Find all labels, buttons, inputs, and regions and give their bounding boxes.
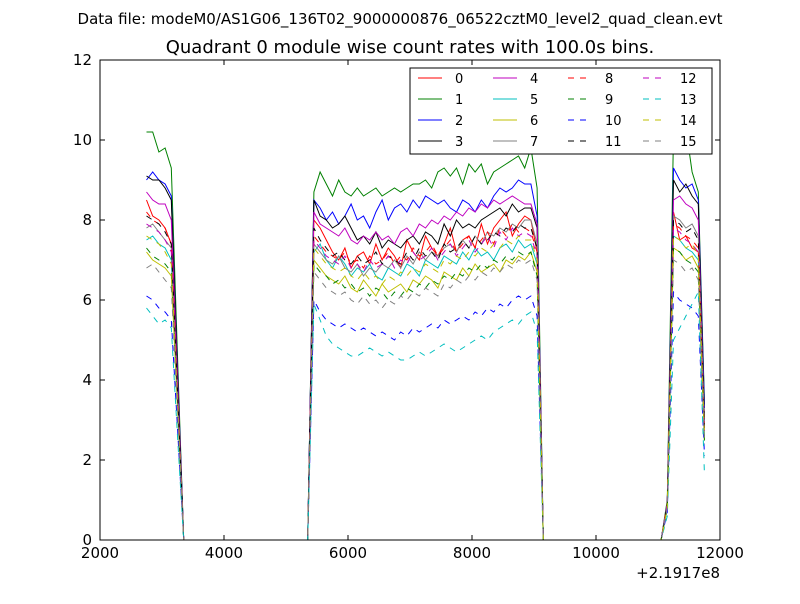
series-line-10: [146, 290, 705, 541]
legend-label-9: 9: [605, 93, 613, 108]
y-tick-label: 0: [82, 531, 92, 549]
series-line-15: [146, 259, 705, 541]
x-tick-label: 12000: [696, 544, 744, 562]
legend-label-6: 6: [530, 114, 538, 129]
legend-label-8: 8: [605, 72, 613, 87]
x-tick-label: 10000: [572, 544, 620, 562]
series-layer: [146, 127, 705, 541]
legend-label-2: 2: [455, 114, 463, 129]
legend-label-15: 15: [680, 135, 697, 150]
legend-label-0: 0: [455, 72, 463, 87]
legend-label-14: 14: [680, 114, 697, 129]
legend-label-13: 13: [680, 93, 697, 108]
legend-label-12: 12: [680, 72, 697, 87]
y-tick-label: 6: [82, 291, 92, 309]
legend-label-11: 11: [605, 135, 622, 150]
legend-label-4: 4: [530, 72, 538, 87]
y-tick-label: 8: [82, 211, 92, 229]
series-line-5: [146, 235, 705, 541]
y-tick-label: 4: [82, 371, 92, 389]
series-line-4: [146, 191, 705, 541]
legend-label-1: 1: [455, 93, 463, 108]
series-line-14: [146, 235, 705, 541]
y-tick-label: 10: [73, 131, 92, 149]
figure-suptitle: Data file: modeM0/AS1G06_136T02_90000008…: [78, 10, 723, 29]
series-line-6: [146, 247, 705, 541]
series-line-12: [146, 223, 705, 541]
legend-label-5: 5: [530, 93, 538, 108]
x-tick-label: 8000: [453, 544, 491, 562]
series-line-3: [146, 175, 705, 541]
y-tick-label: 12: [73, 51, 92, 69]
y-tick-label: 2: [82, 451, 92, 469]
x-tick-label: 6000: [329, 544, 367, 562]
x-tick-label: 2000: [81, 544, 119, 562]
chart-title: Quadrant 0 module wise count rates with …: [166, 37, 655, 58]
series-line-13: [146, 290, 705, 541]
legend-label-10: 10: [605, 114, 622, 129]
series-line-1: [146, 127, 705, 541]
legend-label-7: 7: [530, 135, 538, 150]
legend-label-3: 3: [455, 135, 463, 150]
series-line-0: [146, 199, 705, 541]
x-axis-offset-label: +2.1917e8: [636, 564, 720, 582]
series-line-2: [146, 167, 705, 541]
series-line-11: [146, 215, 705, 541]
series-line-9: [146, 247, 705, 541]
legend-box: [409, 67, 713, 155]
x-tick-label: 4000: [205, 544, 243, 562]
